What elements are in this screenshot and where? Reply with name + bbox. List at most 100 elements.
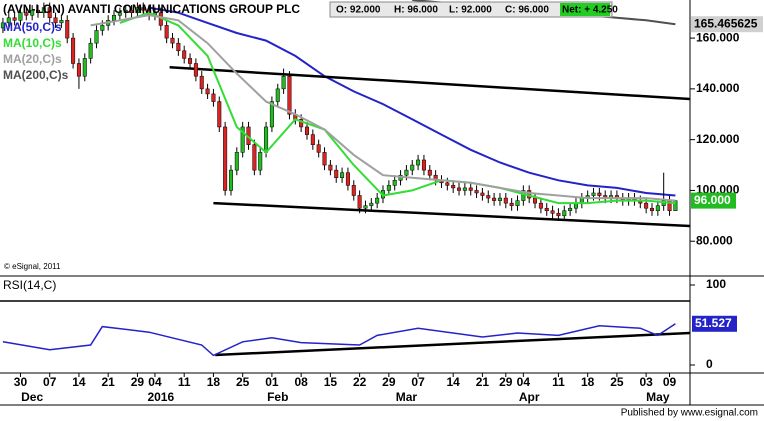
ma200-last-value: 165.465625 — [694, 16, 758, 30]
ma-line — [148, 6, 676, 197]
candle-body — [369, 202, 374, 206]
candle-body — [316, 144, 321, 153]
trendline — [169, 66, 691, 101]
candle-body — [12, 17, 17, 21]
x-tick-label: 04 — [148, 375, 162, 389]
candle-body — [281, 75, 286, 90]
candle-body — [71, 37, 76, 64]
x-tick-label: 22 — [353, 375, 367, 389]
month-label: Mar — [396, 390, 418, 404]
candle-body — [357, 195, 362, 209]
x-tick-label: 15 — [324, 375, 338, 389]
info-box — [329, 1, 613, 18]
candle-body — [322, 152, 327, 166]
rsi-line — [2, 323, 676, 357]
month-label: Dec — [21, 390, 43, 404]
candle-body — [328, 164, 333, 171]
trendline — [213, 201, 691, 228]
x-tick-label: 14 — [446, 375, 460, 389]
info-value: Net: + 4.250 — [562, 5, 618, 16]
candle-body — [375, 197, 380, 204]
candle-body — [299, 119, 304, 128]
candle-body — [94, 30, 99, 44]
candle-body — [655, 205, 660, 212]
candle-body — [515, 200, 520, 206]
candle-body — [100, 25, 105, 31]
candle-body — [65, 20, 70, 39]
candle-body — [304, 126, 309, 135]
candle-body — [451, 185, 456, 189]
value-tag — [691, 16, 763, 33]
month-label: 2016 — [147, 390, 174, 404]
candle-body — [597, 192, 602, 196]
candle-body — [193, 63, 198, 77]
x-tick-label: 07 — [43, 375, 57, 389]
y-tick-label: 0 — [706, 357, 713, 371]
candle-body — [363, 205, 368, 209]
candle-body — [649, 207, 654, 212]
x-tick-label: 25 — [610, 375, 624, 389]
candle-body — [509, 202, 514, 206]
month-label: Feb — [267, 390, 288, 404]
ma-line — [119, 11, 676, 205]
candle-body — [492, 197, 497, 201]
candle-body — [129, 9, 134, 13]
candle-body — [392, 180, 397, 186]
candle-body — [457, 187, 462, 191]
candle-body — [217, 101, 222, 128]
x-tick-label: 14 — [72, 375, 86, 389]
x-tick-label: 11 — [552, 375, 565, 389]
candle-body — [188, 58, 193, 64]
candle-body — [427, 169, 432, 176]
candle-body — [36, 9, 41, 13]
legend-entry: MA(50,C)s — [3, 20, 62, 34]
candle-body — [264, 126, 269, 153]
candle-body — [234, 152, 239, 171]
x-tick-label: 29 — [382, 375, 396, 389]
candle-body — [41, 7, 46, 13]
candle-body — [480, 192, 485, 196]
candle-body — [205, 88, 210, 95]
candle-body — [182, 50, 187, 59]
candle-body — [562, 210, 567, 217]
candle-body — [486, 195, 491, 199]
candle-body — [521, 190, 526, 201]
candle-body — [170, 37, 175, 44]
candle-body — [462, 187, 467, 191]
y-tick-label: 140.000 — [696, 81, 740, 95]
candle-body — [644, 202, 649, 209]
candle-body — [18, 12, 23, 21]
candle-body — [223, 126, 228, 191]
candle-body — [421, 159, 426, 171]
rsi-label: RSI(14,C) — [3, 278, 56, 292]
candle-body — [550, 210, 555, 214]
x-tick-label: 07 — [411, 375, 425, 389]
footer: Published by www.esignal.com — [621, 408, 758, 419]
candle-body — [275, 88, 280, 102]
y-tick-label: 160.000 — [696, 30, 740, 44]
candle-body — [123, 9, 128, 13]
info-value: L: 92.000 — [449, 5, 492, 16]
x-tick-label: 04 — [517, 375, 531, 389]
x-tick-label: 09 — [663, 375, 677, 389]
net-box — [560, 3, 610, 16]
chart-title: (AVN-LON) AVANTI COMMUNICATIONS GROUP PL… — [3, 2, 300, 16]
y-tick-label: 80.000 — [696, 233, 733, 247]
y-tick-label: 120.000 — [696, 132, 740, 146]
candle-body — [269, 101, 274, 128]
candle-body — [410, 164, 415, 171]
candle-body — [503, 197, 508, 204]
candle-body — [82, 58, 87, 77]
candle-body — [228, 169, 233, 191]
candle-body — [310, 134, 315, 145]
candle-body — [404, 169, 409, 176]
candle-body — [88, 42, 93, 59]
candle-body — [556, 213, 561, 217]
info-value: H: 96.000 — [394, 5, 438, 16]
candle-body — [252, 144, 257, 171]
x-tick-label: 29 — [131, 375, 145, 389]
candle-body — [164, 25, 169, 39]
candle-body — [544, 207, 549, 212]
ma-line — [90, 14, 676, 202]
